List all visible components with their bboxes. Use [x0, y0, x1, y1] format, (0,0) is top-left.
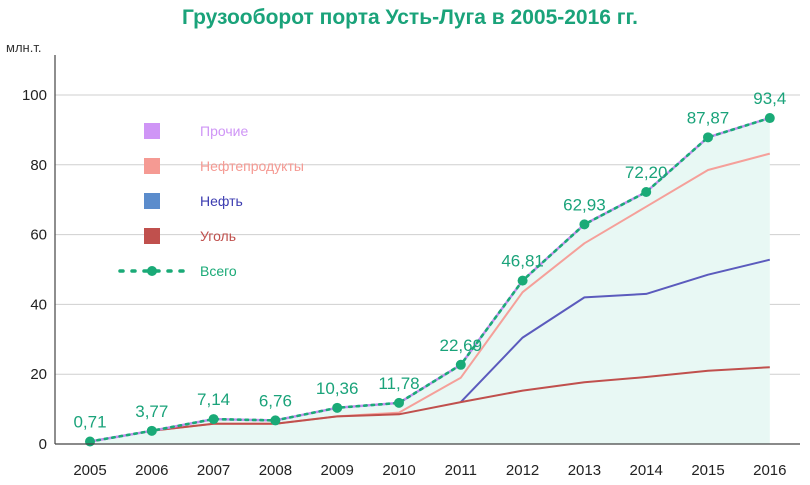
y-tick-label: 100 [22, 87, 47, 104]
total-point [85, 436, 95, 447]
legend-label-прочие: Прочие [200, 123, 248, 139]
total-point [579, 219, 590, 230]
total-point [517, 275, 528, 286]
x-tick-label: 2016 [753, 462, 786, 479]
y-axis-unit: млн.т. [6, 40, 41, 55]
data-label: 22,69 [440, 336, 483, 355]
data-label: 93,4 [753, 89, 786, 108]
legend-swatch-нефть [144, 193, 160, 209]
legend-marker-всего [147, 266, 157, 276]
data-label: 11,78 [378, 374, 419, 393]
data-label: 62,93 [563, 195, 606, 214]
series-line-уголь [89, 366, 770, 443]
x-tick-label: 2010 [382, 462, 415, 479]
legend-label-нефтепродукты: Нефтепродукты [200, 158, 304, 174]
total-point [146, 425, 157, 436]
x-tick-label: 2013 [568, 462, 601, 479]
legend-swatch-уголь [144, 228, 160, 244]
total-area [90, 118, 770, 444]
legend-swatch-прочие [144, 123, 160, 139]
legend-label-всего: Всего [200, 263, 237, 279]
x-tick-label: 2015 [691, 462, 724, 479]
y-tick-label: 40 [30, 296, 47, 313]
total-point [208, 414, 219, 425]
total-point [332, 402, 343, 413]
axes: 0 20 40 60 80 100 2005 2006 2007 2008 2009 2010 2011… [22, 55, 800, 479]
total-point [641, 187, 652, 198]
data-label: 46,81 [501, 252, 544, 271]
series-lines [88, 116, 772, 443]
y-tick-label: 60 [30, 227, 47, 244]
series-line-всего [88, 116, 772, 443]
total-point [764, 113, 775, 124]
x-tick-label: 2008 [259, 462, 292, 479]
x-tick-label: 2011 [445, 462, 477, 479]
data-label: 6,76 [259, 391, 292, 410]
series-line-нефть [460, 258, 771, 403]
x-tick-label: 2005 [73, 462, 106, 479]
chart-title: Грузооборот порта Усть-Луга в 2005-2016 … [182, 6, 638, 29]
data-label: 3,77 [135, 402, 168, 421]
x-tick-label: 2009 [321, 462, 354, 479]
y-tick-label: 80 [30, 157, 47, 174]
legend-label-нефть: Нефть [200, 193, 243, 209]
x-tick-label: 2006 [135, 462, 168, 479]
data-label: 87,87 [687, 108, 730, 127]
legend-label-уголь: Уголь [200, 228, 236, 244]
data-label: 7,14 [197, 390, 230, 409]
y-tick-label: 0 [39, 436, 47, 453]
data-label: 10,36 [316, 379, 359, 398]
x-tick-label: 2012 [506, 462, 539, 479]
y-tick-label: 20 [30, 366, 47, 383]
total-point [270, 415, 281, 426]
total-point [455, 359, 466, 370]
data-label: 0,71 [73, 413, 106, 432]
legend: Прочие Нефтепродукты Нефть Уголь Всего [118, 123, 304, 279]
x-tick-label: 2014 [630, 462, 663, 479]
total-point [703, 132, 713, 143]
x-tick-label: 2007 [197, 462, 230, 479]
legend-swatch-нефтепродукты [144, 158, 160, 174]
data-labels: 0,71 3,77 7,14 6,76 10,36 11,78 22,69 46,81 62,9… [73, 89, 786, 431]
data-label: 72,20 [625, 163, 668, 182]
total-point [394, 397, 404, 408]
total-area-fill [90, 118, 770, 444]
